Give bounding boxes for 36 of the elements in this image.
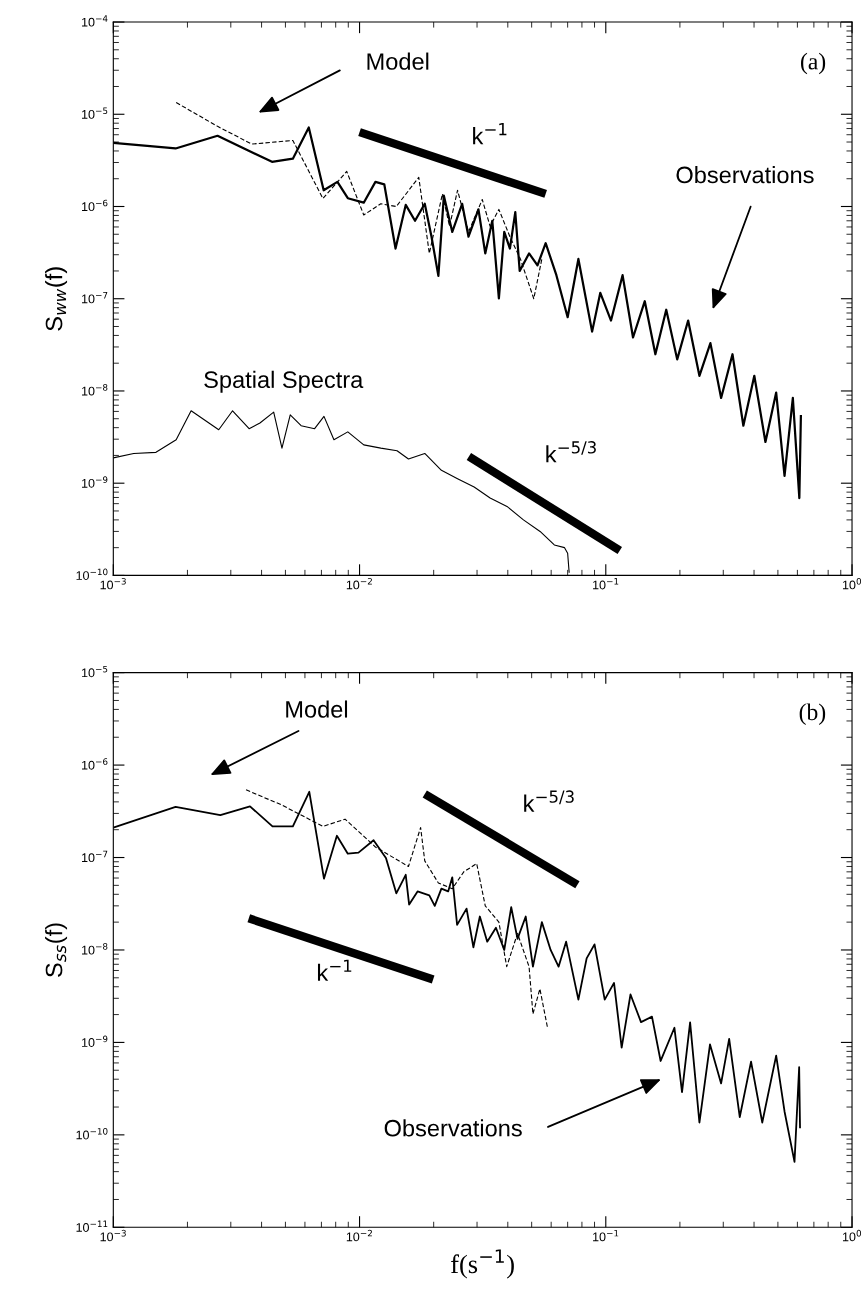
y-axis-title: S$_{ss}$(f) (45, 923, 68, 977)
annotation: Observations (384, 1119, 522, 1137)
y-tick-label: 10$^{−7}$ (82, 292, 108, 304)
x-tick-label: 10$^{0}$ (842, 1229, 862, 1242)
y-tick-label: 10$^{−10}$ (76, 1128, 108, 1140)
y-tick-label: 10$^{−8}$ (82, 384, 108, 396)
series-label: k$^{−1}$ (317, 959, 352, 981)
y-tick-label: 10$^{−6}$ (82, 758, 108, 770)
annotation: Model (367, 52, 429, 70)
annotation: (b) (799, 703, 826, 725)
y-tick-label: 10$^{−6}$ (82, 199, 108, 212)
x-tick-label: 10$^{−1}$ (593, 1229, 619, 1242)
annotation: (a) (801, 52, 826, 75)
x-tick-label: 10$^{−3}$ (100, 577, 126, 590)
y-tick-label: 10$^{−10}$ (76, 568, 108, 580)
series-label: k$^{−5/3}$ (524, 790, 574, 812)
y-tick-label: 10$^{−7}$ (82, 850, 108, 863)
y-tick-label: 10$^{−8}$ (82, 943, 108, 955)
y-tick-label: 10$^{−11}$ (76, 1220, 108, 1232)
series-label: k$^{−1}$ (473, 123, 507, 145)
y-tick-label: 10$^{−9}$ (82, 1035, 108, 1047)
y-tick-label: 10$^{−9}$ (82, 476, 108, 488)
x-tick-label: 10$^{−2}$ (346, 577, 372, 590)
x-tick-label: 10$^{0}$ (842, 577, 862, 590)
x-tick-label: 10$^{−1}$ (593, 578, 619, 590)
x-axis-title: f(s$^{−1}$) (451, 1249, 514, 1279)
series-label: k$^{−5/3}$ (546, 441, 596, 463)
x-tick-label: 10$^{−3}$ (100, 1229, 126, 1242)
annotation: Observations (676, 165, 814, 184)
y-tick-label: 10$^{−4}$ (82, 15, 108, 27)
series-label: Spatial Spectra (204, 370, 364, 393)
y-axis-title: S$_{ww}$(f) (45, 267, 68, 331)
y-tick-label: 10$^{−5}$ (82, 107, 108, 119)
y-tick-label: 10$^{−5}$ (82, 665, 108, 678)
annotation: Model (286, 700, 348, 718)
x-tick-label: 10$^{−2}$ (346, 1229, 372, 1242)
